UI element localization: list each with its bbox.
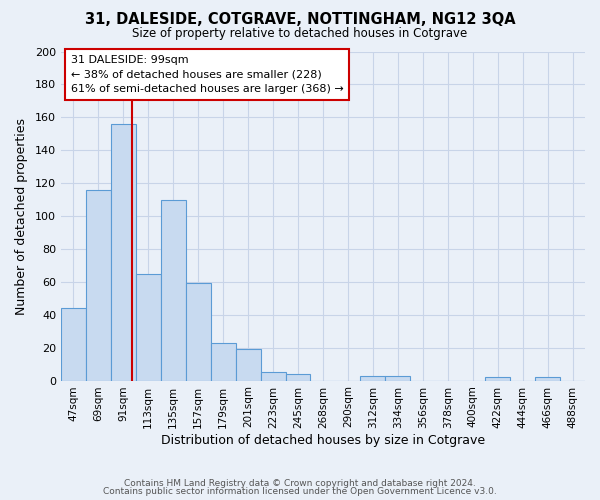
Text: Size of property relative to detached houses in Cotgrave: Size of property relative to detached ho…	[133, 28, 467, 40]
Bar	[286, 374, 310, 380]
Bar	[260, 372, 286, 380]
Bar	[111, 124, 136, 380]
Bar	[236, 350, 260, 380]
X-axis label: Distribution of detached houses by size in Cotgrave: Distribution of detached houses by size …	[161, 434, 485, 448]
Bar	[61, 308, 86, 380]
Bar	[535, 378, 560, 380]
Y-axis label: Number of detached properties: Number of detached properties	[15, 118, 28, 314]
Bar	[385, 376, 410, 380]
Text: 31, DALESIDE, COTGRAVE, NOTTINGHAM, NG12 3QA: 31, DALESIDE, COTGRAVE, NOTTINGHAM, NG12…	[85, 12, 515, 28]
Text: 31 DALESIDE: 99sqm
← 38% of detached houses are smaller (228)
61% of semi-detach: 31 DALESIDE: 99sqm ← 38% of detached hou…	[71, 55, 344, 94]
Text: Contains HM Land Registry data © Crown copyright and database right 2024.: Contains HM Land Registry data © Crown c…	[124, 478, 476, 488]
Bar	[485, 378, 510, 380]
Bar	[186, 284, 211, 380]
Bar	[361, 376, 385, 380]
Bar	[86, 190, 111, 380]
Bar	[211, 342, 236, 380]
Bar	[136, 274, 161, 380]
Bar	[161, 200, 186, 380]
Text: Contains public sector information licensed under the Open Government Licence v3: Contains public sector information licen…	[103, 487, 497, 496]
